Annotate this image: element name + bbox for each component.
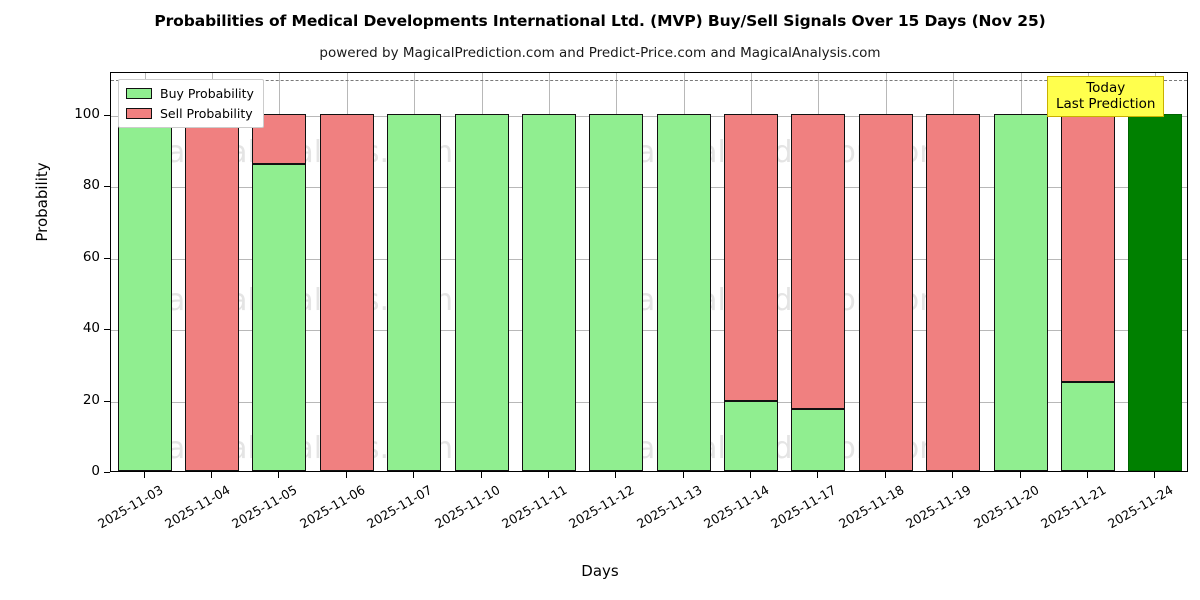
bar-group[interactable]: [319, 73, 374, 471]
bar-segment[interactable]: [724, 113, 778, 402]
y-tick-mark: [104, 114, 110, 116]
x-axis-label: Days: [581, 562, 619, 580]
gridline-horizontal: [111, 401, 1187, 403]
bar-group[interactable]: [454, 73, 509, 471]
bar-group[interactable]: [1128, 73, 1183, 471]
bar-group[interactable]: [252, 73, 307, 471]
bar-segment[interactable]: [1060, 113, 1115, 382]
plot-area: MagicalAnalysis.comMagicalPrediction.com…: [110, 72, 1188, 472]
x-tick-mark: [682, 472, 684, 478]
x-tick-mark: [480, 472, 482, 478]
bar-group[interactable]: [724, 73, 778, 471]
gridline-horizontal: [111, 187, 1187, 189]
bar-segment[interactable]: [1060, 381, 1115, 471]
y-tick-mark: [104, 257, 110, 259]
bar-segment[interactable]: [387, 113, 442, 471]
bar-segment[interactable]: [993, 113, 1048, 471]
bar-segment[interactable]: [926, 113, 981, 471]
bar-segment[interactable]: [791, 113, 846, 409]
x-tick-mark: [345, 472, 347, 478]
x-tick-mark: [143, 472, 145, 478]
bar-group[interactable]: [521, 73, 576, 471]
x-tick-mark: [1154, 472, 1156, 478]
legend-item[interactable]: Sell Probability: [126, 105, 254, 122]
chart-legend: Buy Probability Sell Probability: [118, 79, 264, 128]
threshold-line: [111, 80, 1187, 82]
x-tick-mark: [1019, 472, 1021, 478]
bar-group[interactable]: [858, 73, 913, 471]
bar-segment[interactable]: [1128, 113, 1183, 471]
y-tick-label: 20: [82, 391, 100, 408]
legend-item[interactable]: Buy Probability: [126, 85, 254, 102]
x-tick-mark: [952, 472, 954, 478]
legend-label: Buy Probability: [160, 86, 254, 101]
y-tick-label: 100: [74, 105, 100, 122]
bar-group[interactable]: [926, 73, 981, 471]
y-tick-mark: [104, 186, 110, 188]
y-axis-label: Probability: [33, 162, 51, 242]
bar-segment[interactable]: [858, 113, 913, 471]
y-tick-label: 40: [82, 320, 100, 337]
chart-title: Probabilities of Medical Developments In…: [154, 12, 1046, 30]
x-tick-mark: [750, 472, 752, 478]
bar-segment[interactable]: [185, 113, 239, 471]
bar-segment[interactable]: [656, 113, 711, 471]
today-annotation: Today Last Prediction: [1047, 76, 1165, 117]
gridline-horizontal: [111, 115, 1187, 117]
y-tick-label: 0: [91, 463, 100, 479]
bar-group[interactable]: [656, 73, 711, 471]
bar-segment[interactable]: [589, 113, 644, 471]
bar-group[interactable]: [185, 73, 239, 471]
bar-segment[interactable]: [117, 113, 172, 471]
y-tick-label: 60: [82, 248, 100, 265]
x-tick-mark: [413, 472, 415, 478]
chart-subtitle: powered by MagicalPrediction.com and Pre…: [319, 45, 881, 61]
bar-group[interactable]: [387, 73, 442, 471]
bars-layer: [111, 73, 1187, 471]
today-annotation-line2: Last Prediction: [1056, 96, 1156, 112]
legend-label: Sell Probability: [160, 106, 253, 121]
bar-segment[interactable]: [252, 163, 307, 471]
y-tick-label: 80: [82, 177, 100, 194]
x-tick-mark: [278, 472, 280, 478]
bar-group[interactable]: [1060, 73, 1115, 471]
bar-segment[interactable]: [319, 113, 374, 471]
gridline-horizontal: [111, 330, 1187, 332]
y-tick-mark: [104, 329, 110, 331]
x-tick-mark: [884, 472, 886, 478]
y-tick-mark: [104, 472, 110, 473]
bar-group[interactable]: [117, 73, 172, 471]
legend-swatch-icon: [126, 108, 152, 119]
bar-group[interactable]: [589, 73, 644, 471]
legend-swatch-icon: [126, 88, 152, 99]
bar-segment[interactable]: [521, 113, 576, 471]
x-tick-mark: [547, 472, 549, 478]
bar-segment[interactable]: [791, 408, 846, 471]
x-tick-mark: [817, 472, 819, 478]
y-tick-mark: [104, 400, 110, 402]
today-annotation-line1: Today: [1086, 80, 1126, 96]
bar-segment[interactable]: [724, 401, 778, 471]
x-tick-mark: [615, 472, 617, 478]
x-tick-mark: [1086, 472, 1088, 478]
bar-segment[interactable]: [454, 113, 509, 471]
x-tick-mark: [211, 472, 213, 478]
bar-group[interactable]: [791, 73, 846, 471]
bar-group[interactable]: [993, 73, 1048, 471]
gridline-horizontal: [111, 258, 1187, 260]
